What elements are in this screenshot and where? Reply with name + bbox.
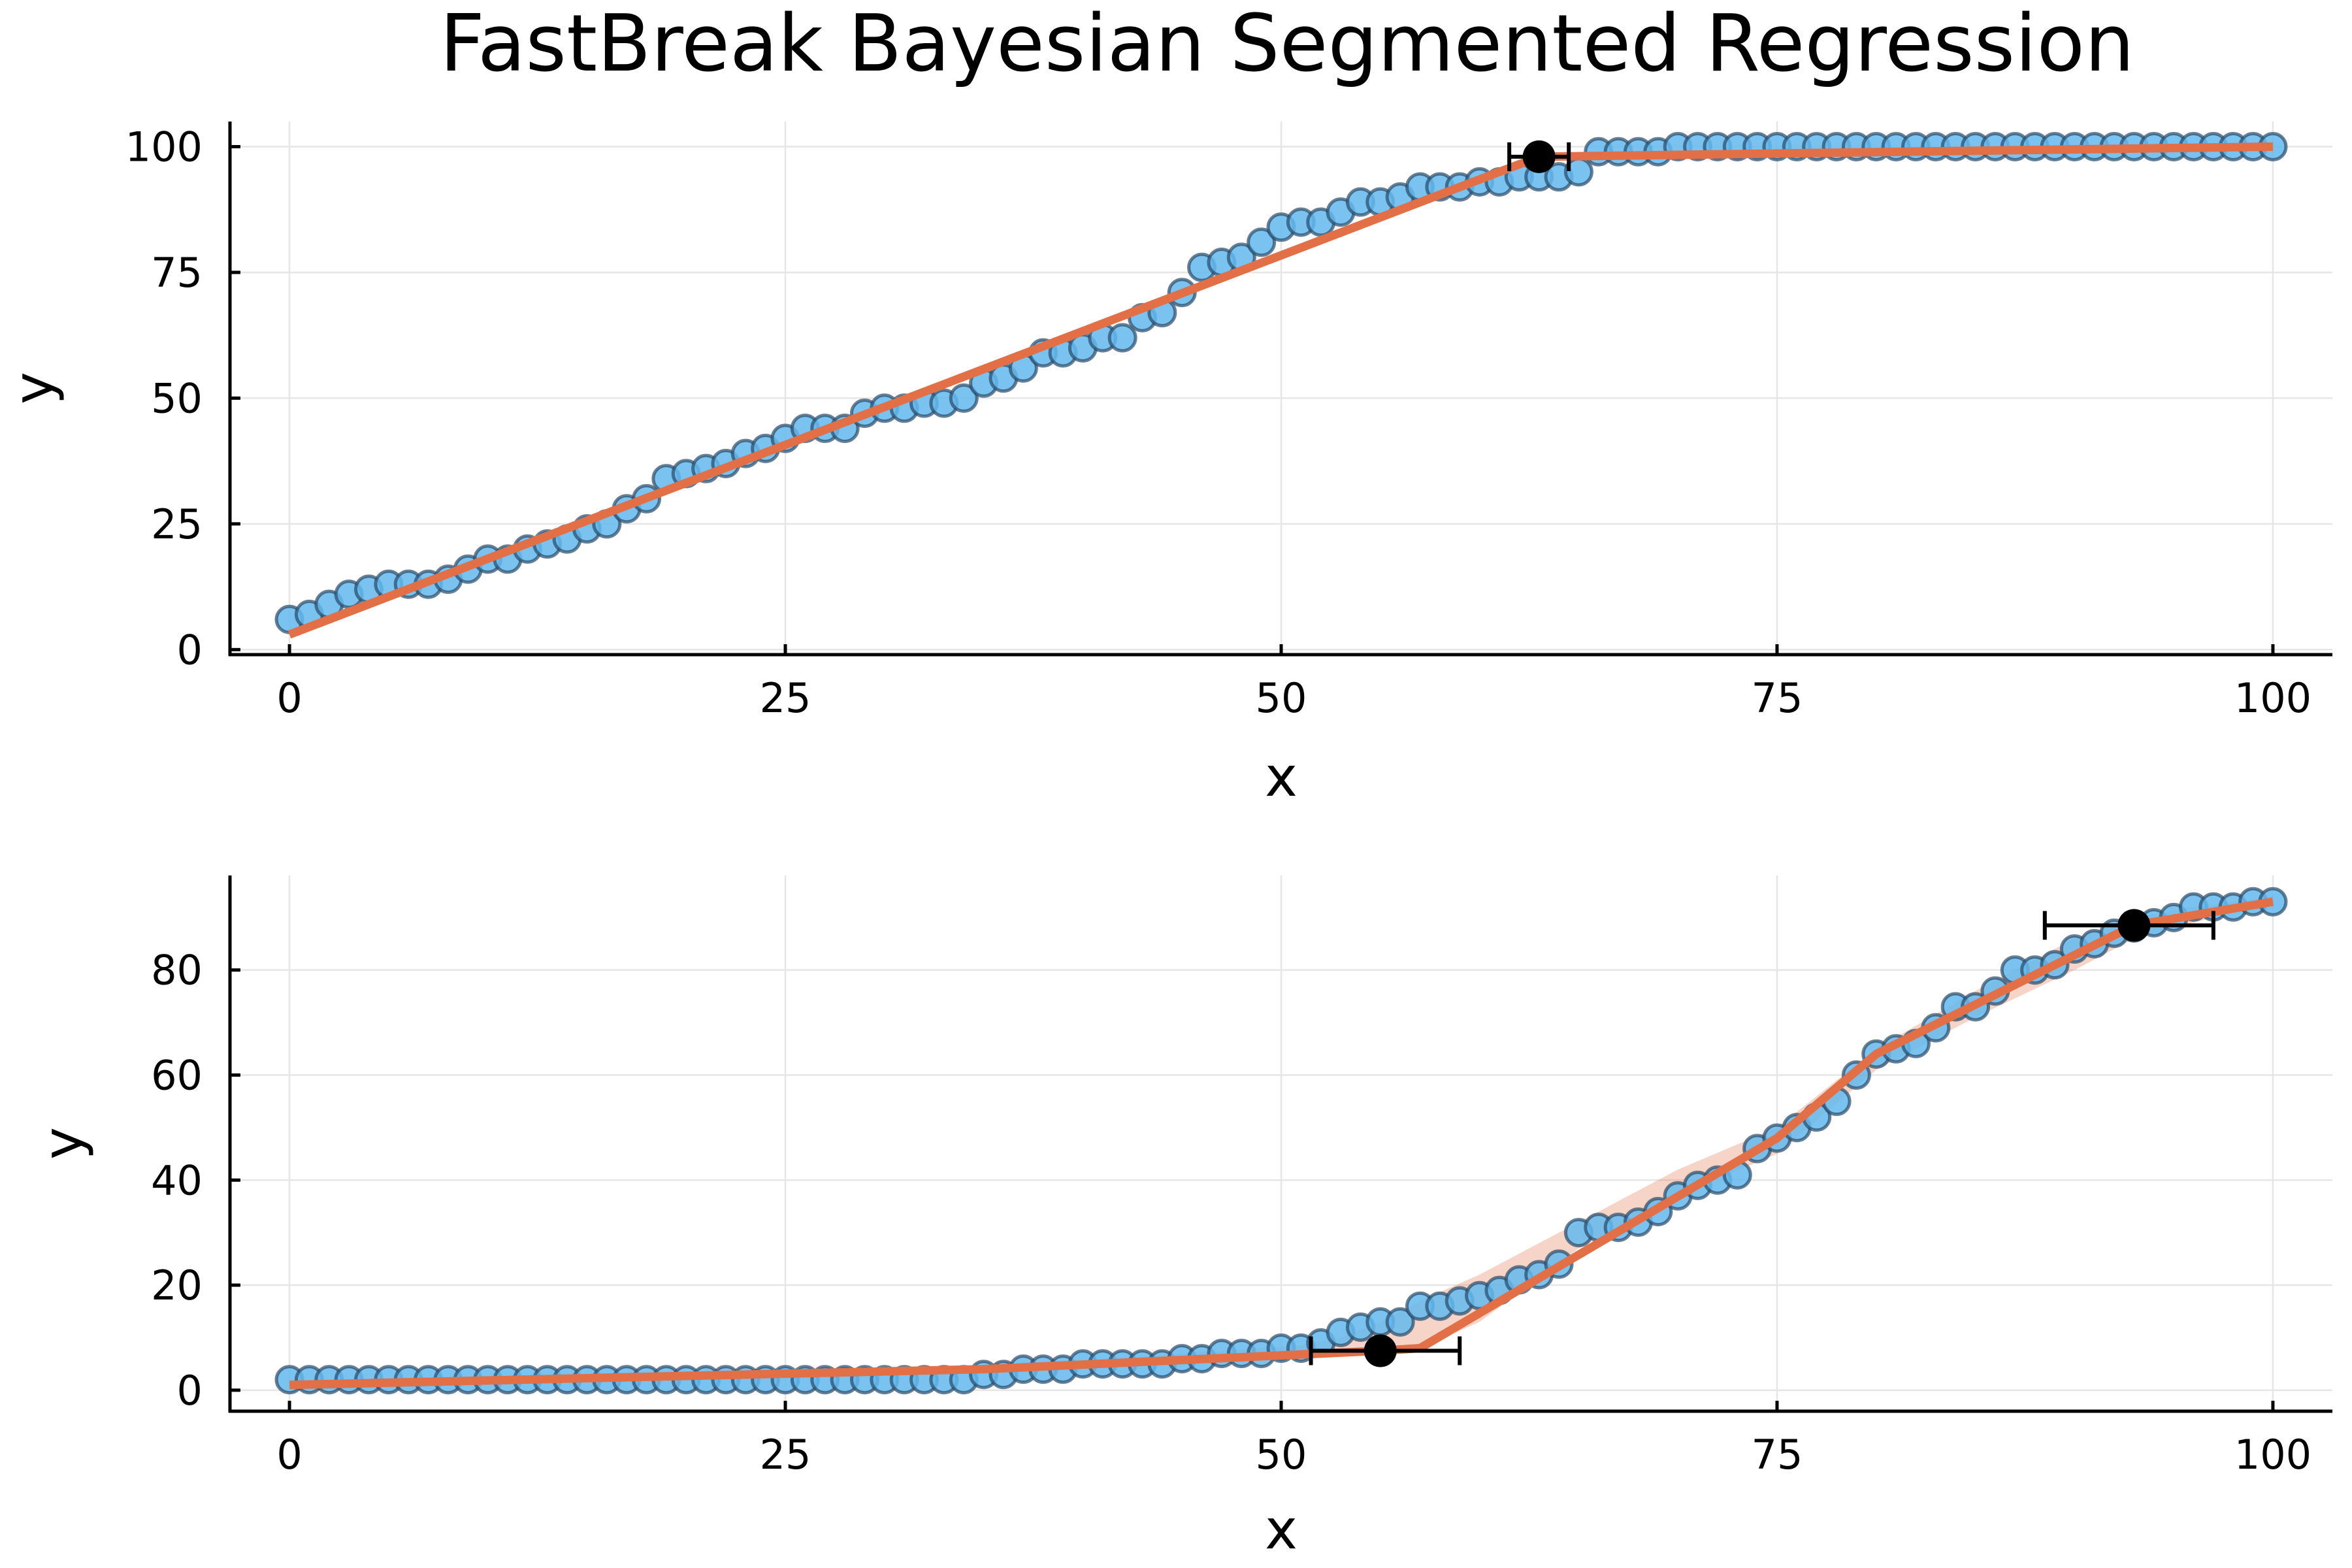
chart-title: FastBreak Bayesian Segmented Regression — [440, 0, 2134, 90]
y-axis-label: y — [1, 372, 65, 404]
y-tick-label: 100 — [125, 123, 203, 171]
y-axis-label: y — [31, 1127, 95, 1160]
y-tick-label: 0 — [177, 626, 203, 674]
bottom-panel: 0 25 50 75 100 0 20 40 60 80 x y — [31, 875, 2332, 1561]
top-panel: 0 25 50 75 100 0 25 50 75 100 x y — [1, 122, 2332, 809]
data-point — [1107, 323, 1137, 353]
y-tick-label: 75 — [151, 249, 203, 297]
x-tick-label: 0 — [276, 1431, 302, 1478]
x-tick-label: 75 — [1752, 674, 1803, 722]
breakpoint-marker — [1364, 1334, 1397, 1367]
y-tick-label: 0 — [177, 1367, 203, 1414]
x-tick-label: 100 — [2234, 674, 2311, 722]
y-tick-label: 40 — [151, 1156, 203, 1204]
x-axis-label: x — [1265, 745, 1298, 809]
breakpoint-marker — [2117, 909, 2151, 942]
x-tick-label: 0 — [276, 674, 302, 722]
y-tick-label: 60 — [151, 1051, 203, 1099]
x-tick-label: 75 — [1752, 1431, 1803, 1478]
y-tick-label: 80 — [151, 947, 203, 994]
data-point — [1385, 1307, 1415, 1337]
x-axis-label: x — [1265, 1497, 1298, 1561]
x-tick-label: 50 — [1256, 674, 1307, 722]
data-point — [1247, 227, 1277, 257]
data-point — [949, 383, 979, 413]
y-tick-label: 50 — [151, 374, 203, 422]
y-tick-label: 25 — [151, 500, 203, 548]
x-tick-label: 25 — [760, 674, 811, 722]
breakpoint-marker — [1522, 140, 1556, 173]
x-tick-label: 50 — [1256, 1431, 1307, 1478]
y-tick-label: 20 — [151, 1262, 203, 1309]
x-tick-label: 100 — [2234, 1431, 2311, 1478]
fit-line — [289, 897, 2274, 1390]
x-tick-label: 25 — [760, 1431, 811, 1478]
